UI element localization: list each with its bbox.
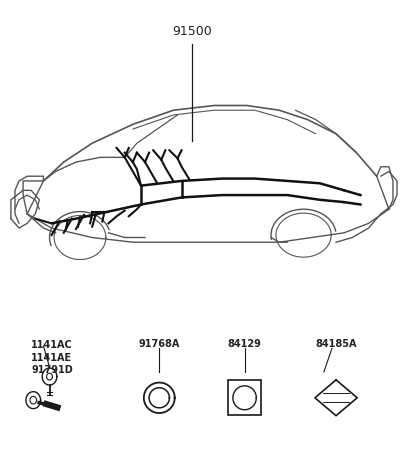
- Text: 1141AC
1141AE
91791D: 1141AC 1141AE 91791D: [31, 339, 73, 375]
- Text: 84185A: 84185A: [315, 338, 357, 348]
- Bar: [228, 381, 261, 415]
- Text: 91500: 91500: [172, 25, 212, 38]
- Text: 84129: 84129: [228, 338, 262, 348]
- Text: 91768A: 91768A: [138, 338, 180, 348]
